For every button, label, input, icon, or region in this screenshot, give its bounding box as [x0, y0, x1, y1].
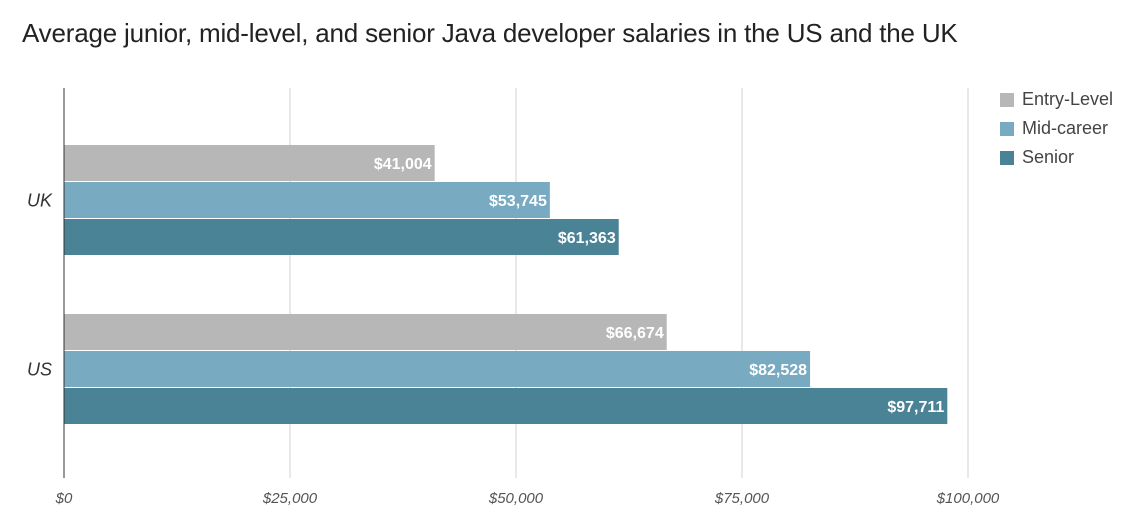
category-label: UK	[27, 191, 53, 211]
legend-label: Entry-Level	[1022, 89, 1114, 109]
legend-label: Mid-career	[1022, 118, 1109, 138]
data-label: $41,004	[374, 156, 432, 173]
category-label: US	[27, 360, 52, 380]
bar	[64, 351, 811, 387]
x-tick-label: $0	[55, 490, 73, 507]
legend-item: Senior	[1000, 143, 1113, 172]
bar	[64, 388, 948, 424]
legend-item: Entry-Level	[1000, 85, 1113, 114]
legend-item: Mid-career	[1000, 114, 1113, 143]
data-label: $97,711	[887, 399, 944, 416]
data-label: $61,363	[558, 230, 616, 247]
legend-swatch	[1000, 121, 1014, 136]
x-tick-label: $75,000	[714, 490, 770, 507]
x-tick-label: $100,000	[936, 490, 1000, 507]
legend: Entry-Level Mid-career Senior	[1000, 85, 1113, 172]
legend-label: Senior	[1022, 147, 1075, 167]
data-label: $53,745	[489, 193, 547, 210]
legend-swatch	[1000, 92, 1014, 107]
bar	[64, 314, 667, 350]
data-label: $82,528	[749, 362, 807, 379]
bar	[64, 145, 435, 181]
x-tick-label: $50,000	[488, 490, 544, 507]
bar	[64, 219, 619, 255]
data-label: $66,674	[606, 325, 664, 342]
bar	[64, 182, 550, 218]
chart-title: Average junior, mid-level, and senior Ja…	[22, 18, 958, 48]
x-tick-label: $25,000	[262, 490, 318, 507]
legend-swatch	[1000, 150, 1014, 165]
